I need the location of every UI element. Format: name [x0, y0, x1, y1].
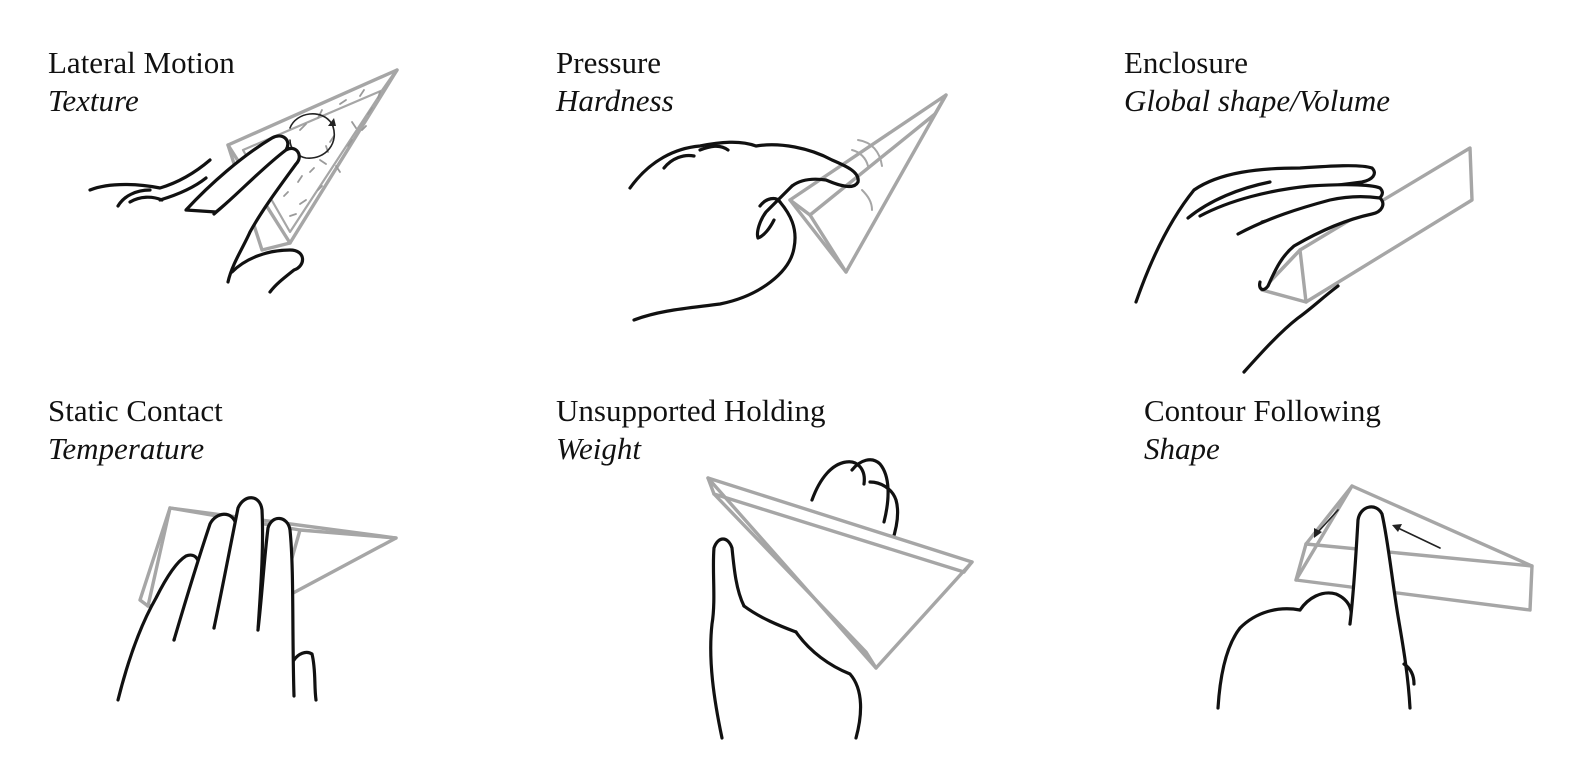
hand	[116, 496, 318, 702]
hand	[88, 134, 305, 294]
property-label: Texture	[48, 83, 139, 118]
hand-palm	[709, 537, 863, 740]
panel-caption: Unsupported Holding Weight	[556, 392, 826, 468]
panel-caption: Lateral Motion Texture	[48, 44, 235, 120]
property-label: Hardness	[556, 83, 674, 118]
hand-back-fingers	[810, 458, 900, 544]
property-label: Global shape/Volume	[1124, 83, 1391, 118]
procedure-label: Enclosure	[1124, 45, 1248, 80]
triangular-prism-object	[706, 476, 974, 670]
panel-caption: Contour Following Shape	[1144, 392, 1381, 468]
panel-caption: Static Contact Temperature	[48, 392, 223, 468]
property-label: Temperature	[48, 431, 205, 466]
property-label: Shape	[1144, 431, 1220, 466]
procedure-label: Pressure	[556, 45, 662, 80]
property-label: Weight	[556, 431, 641, 466]
procedure-label: Unsupported Holding	[556, 393, 826, 428]
procedure-label: Static Contact	[48, 393, 223, 428]
triangular-prism-object	[1294, 484, 1534, 612]
contour-arrows	[1314, 509, 1441, 549]
panel-caption: Enclosure Global shape/Volume	[1124, 44, 1390, 120]
procedure-label: Contour Following	[1144, 393, 1381, 428]
panel-caption: Pressure Hardness	[556, 44, 674, 120]
procedure-label: Lateral Motion	[48, 45, 235, 80]
triangular-prism-object	[788, 93, 948, 274]
hand	[1216, 505, 1416, 710]
hand	[1134, 164, 1385, 374]
hand	[628, 140, 860, 322]
pressure-indicator-lines	[851, 139, 883, 211]
